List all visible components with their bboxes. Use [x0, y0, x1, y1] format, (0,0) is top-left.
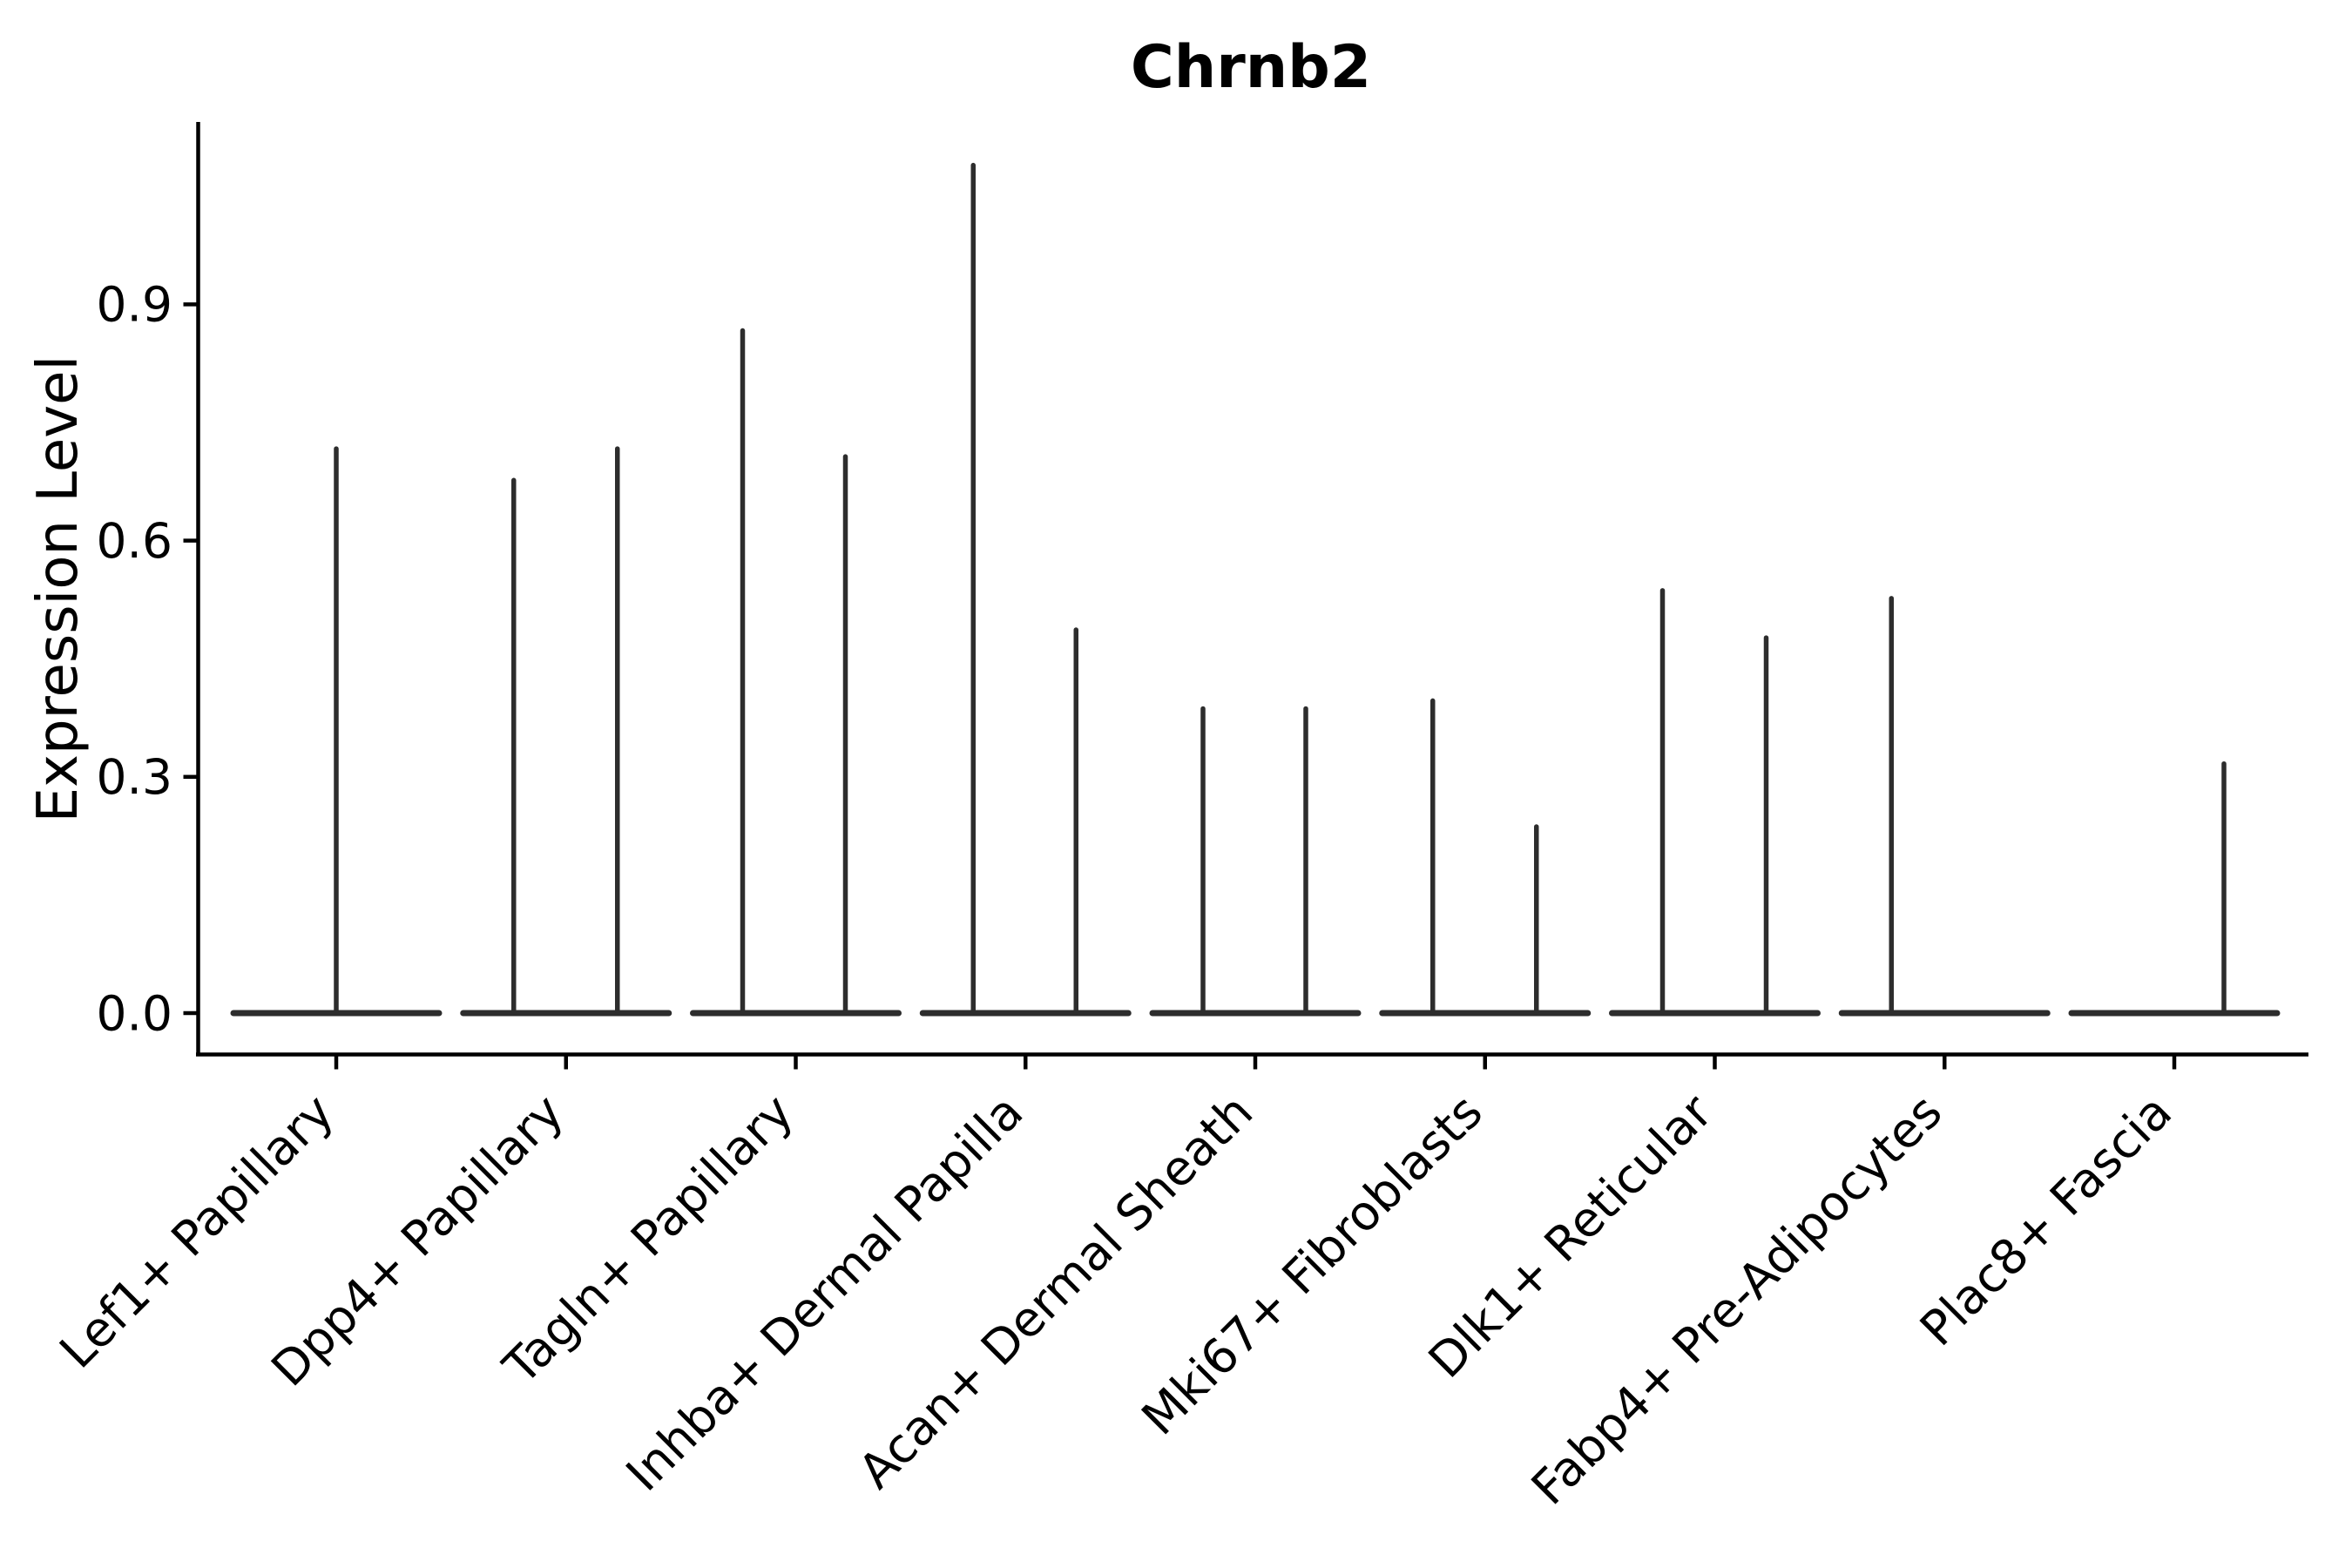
violin [460, 446, 672, 1017]
violin [1379, 698, 1592, 1017]
violin-base [1609, 1010, 1821, 1017]
violin-base [2068, 1010, 2281, 1017]
chart-title: Chrnb2 [1131, 33, 1371, 102]
violin-base [1838, 1010, 2051, 1017]
y-tick-label: 0.3 [97, 749, 172, 805]
violin-base [460, 1010, 672, 1017]
y-axis-label: Expression Level [26, 355, 91, 823]
violin [2068, 760, 2281, 1017]
violin-base [1149, 1010, 1362, 1017]
violin [1838, 596, 2051, 1017]
y-tick-label: 0.0 [97, 985, 172, 1041]
y-tick-label: 0.6 [97, 513, 172, 569]
violin [230, 446, 443, 1017]
violin [919, 162, 1132, 1017]
violin-base [1379, 1010, 1592, 1017]
violin [690, 328, 902, 1017]
violin [1609, 588, 1821, 1017]
violin-base [919, 1010, 1132, 1017]
violin [1149, 706, 1362, 1017]
violin-base [690, 1010, 902, 1017]
y-tick-label: 0.9 [97, 277, 172, 333]
